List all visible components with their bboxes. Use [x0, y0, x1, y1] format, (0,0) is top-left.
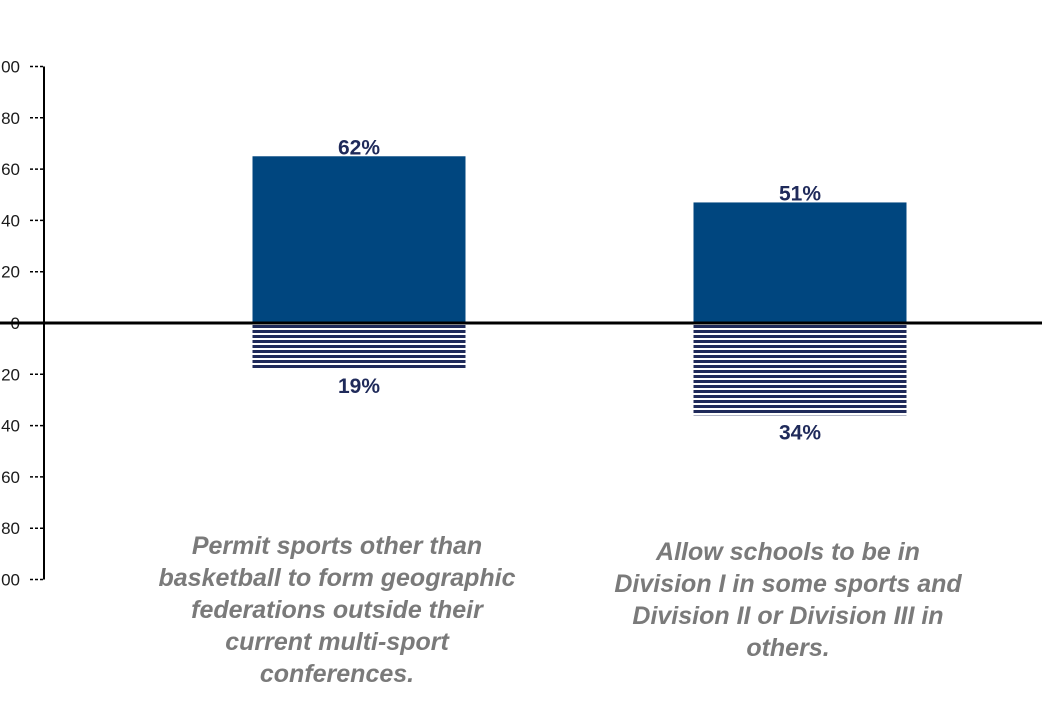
positive-value-label-1: 62%: [338, 136, 380, 159]
positive-bar-1: [252, 156, 466, 323]
bars: [252, 156, 907, 416]
data-labels: 62% 51% 19% 34%: [338, 136, 821, 444]
negative-value-label-1: 19%: [338, 375, 380, 398]
negative-value-label-2: 34%: [779, 421, 821, 444]
positive-value-label-2: 51%: [779, 182, 821, 205]
y-tick-label: 60: [1, 160, 20, 179]
y-tick-label: 60: [1, 468, 20, 487]
category-label-1: Permit sports other than basketball to f…: [158, 532, 516, 688]
y-tick-label: 80: [1, 519, 20, 538]
y-tick-label: 80: [1, 109, 20, 128]
category-label-2: Allow schools to be in Division I in som…: [614, 538, 962, 662]
positive-bar-2: [693, 202, 907, 323]
negative-bar-2: [693, 325, 907, 416]
y-tick-label: 00: [1, 571, 20, 590]
y-tick-label: 20: [1, 365, 20, 384]
y-tick-label: 20: [1, 263, 20, 282]
y-tick-label: 40: [1, 211, 20, 230]
y-tick-label: 00: [1, 58, 20, 77]
y-tick-label: 40: [1, 417, 20, 436]
y-axis: 008060402002040608000: [1, 58, 45, 590]
negative-bar-1: [252, 325, 466, 370]
